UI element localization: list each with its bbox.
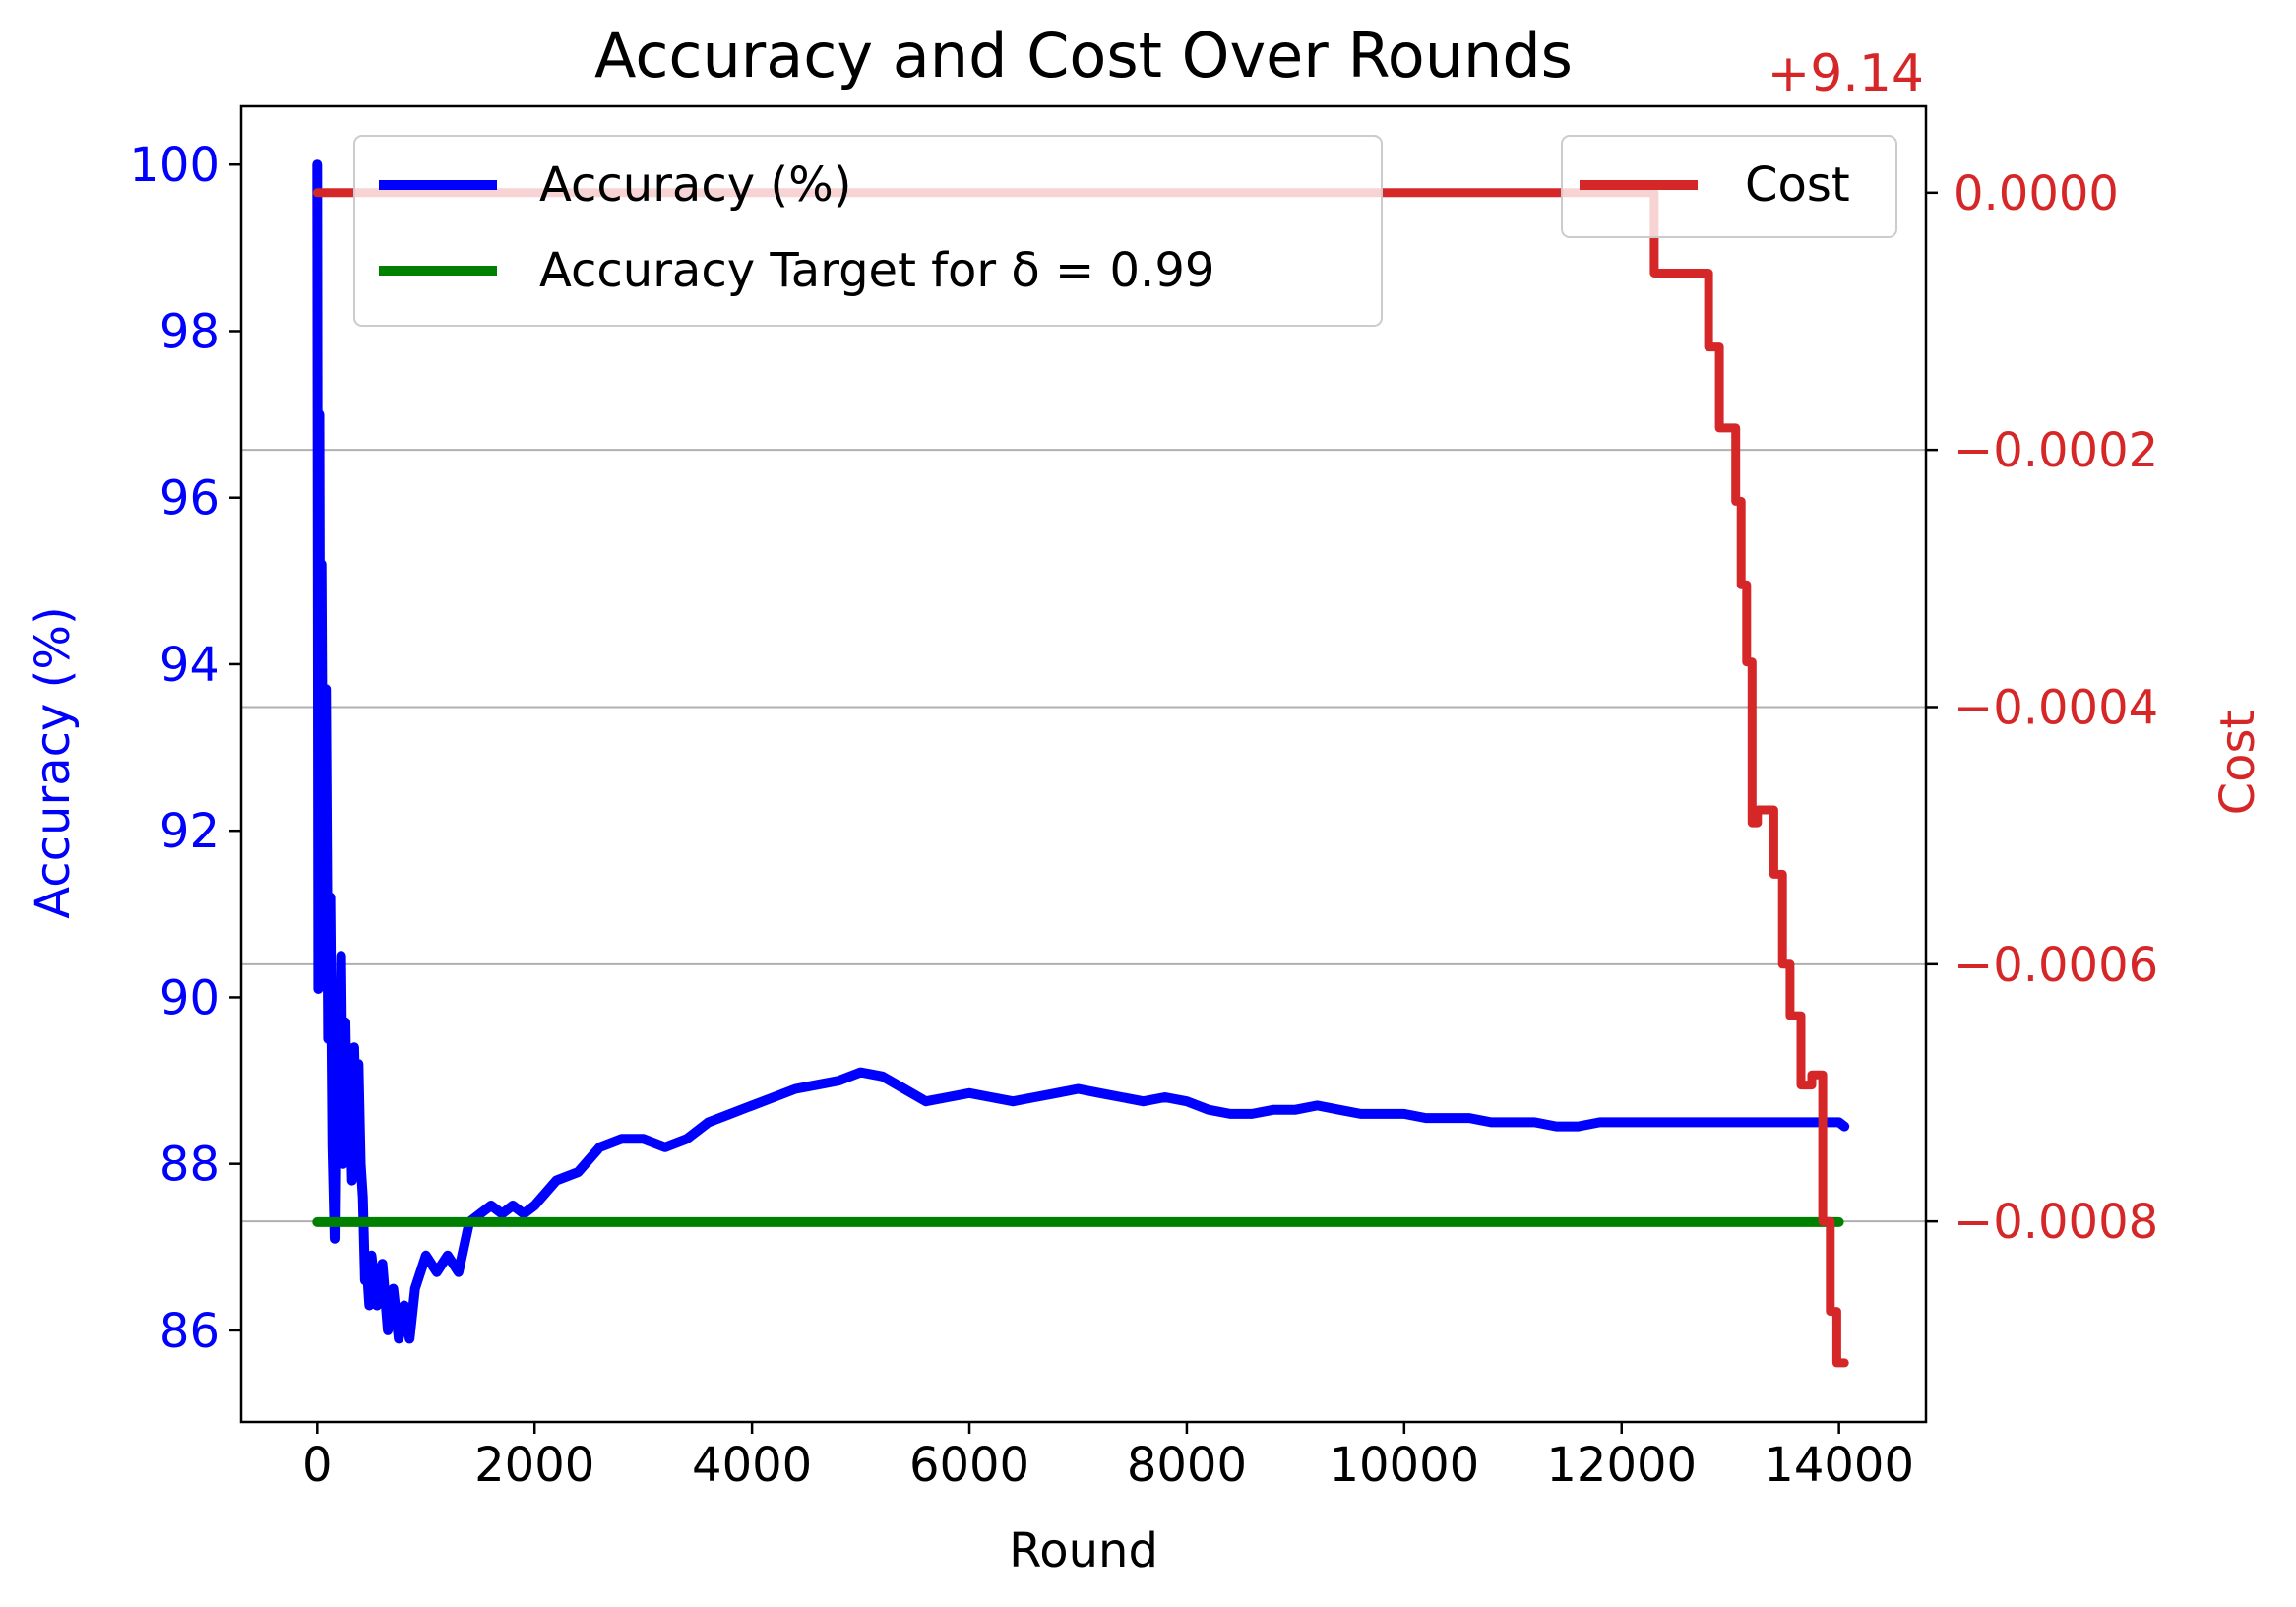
legend-right-label-0: Cost: [1745, 157, 1850, 213]
plot-frame: [239, 104, 1928, 1424]
legend-left-label-0: Accuracy (%): [539, 157, 851, 213]
x-axis-label: Round: [1009, 1523, 1158, 1578]
y-right-tick-label: −0.0006: [1954, 938, 2158, 993]
y-axis-right-label: Cost: [2210, 711, 2265, 816]
y-right-tick-label: −0.0004: [1954, 680, 2158, 735]
legend-layer: Accuracy (%) Accuracy Target for δ = 0.99…: [353, 135, 1897, 327]
y-left-tick-label: 94: [159, 638, 219, 693]
y-right-tick-label: 0.0000: [1954, 166, 2119, 221]
x-tick-label: 12000: [1546, 1438, 1697, 1493]
x-tick-label: 6000: [909, 1438, 1029, 1493]
y-left-tick-label: 88: [159, 1138, 219, 1193]
y-left-tick-label: 98: [159, 304, 219, 359]
legend-left-box: [353, 135, 1383, 327]
series-line-accuracy: [312, 159, 1850, 1344]
legend-right-box: [1561, 135, 1897, 238]
y-left-tick-label: 90: [159, 970, 219, 1025]
x-tick-label: 4000: [692, 1438, 812, 1493]
x-tick-label: 14000: [1764, 1438, 1914, 1493]
x-tick-label: 2000: [474, 1438, 594, 1493]
y-left-tick-label: 86: [159, 1304, 219, 1359]
legend-left-label-1: Accuracy Target for δ = 0.99: [539, 243, 1214, 298]
x-tick-label: 8000: [1127, 1438, 1247, 1493]
y-axis-left-label: Accuracy (%): [26, 606, 81, 918]
plot-layer: [312, 159, 1850, 1368]
axis-layer: 0 2000 4000 6000 8000 10000 12000 14000 86 88 90 92…: [129, 138, 2158, 1493]
y-right-tick-label: −0.0002: [1954, 423, 2158, 478]
series-line-cost: [312, 188, 1849, 1368]
y-left-tick-label: 92: [159, 804, 219, 859]
right-axis-offset-label: +9.14: [1768, 44, 1924, 103]
chart-title: Accuracy and Cost Over Rounds: [594, 20, 1573, 92]
x-tick-label: 10000: [1329, 1438, 1479, 1493]
y-left-tick-label: 96: [159, 471, 219, 526]
y-left-tick-label: 100: [129, 138, 219, 193]
x-tick-label: 0: [302, 1438, 333, 1493]
y-right-tick-label: −0.0008: [1954, 1195, 2158, 1250]
